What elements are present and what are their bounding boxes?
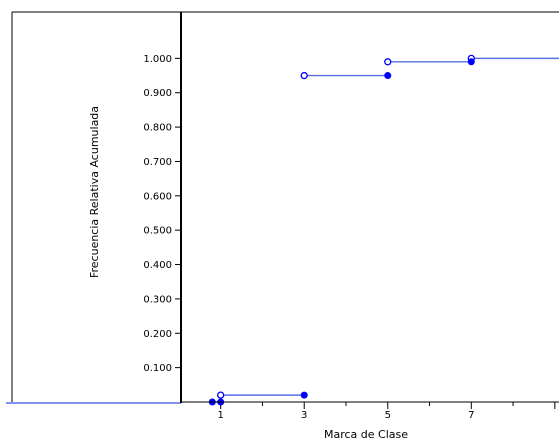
y-tick-label: 0.600 [143,191,172,202]
y-tick-label: 1.000 [143,54,172,65]
x-tick-label: 7 [468,410,474,421]
y-axis-title: Frecuencia Relativa Acumulada [88,106,101,278]
y-tick-label: 0.400 [143,260,172,271]
x-tick-label: 3 [301,410,307,421]
x-tick-label: 1 [217,410,223,421]
y-tick-label: 0.200 [143,329,172,340]
y-tick-label: 0.300 [143,294,172,305]
y-tick-label: 0.900 [143,88,172,99]
open-point-marker [217,391,225,399]
closed-point-marker [467,58,475,66]
y-tick-label: 0.100 [143,363,172,374]
open-point-marker [384,58,392,66]
open-point-marker [300,71,308,80]
x-axis-title: Marca de Clase [324,428,408,441]
y-tick-label: 0.500 [143,226,172,237]
y-axis-ticks: 0.100 0.200 0.300 0.400 0.500 0.600 0.700 0.800… [143,54,181,374]
y-tick-label: 0.700 [143,157,172,168]
y-tick-label: 0.800 [143,123,172,134]
closed-point-marker [300,391,308,399]
closed-point-marker [384,72,392,80]
x-tick-label: 5 [385,410,391,421]
